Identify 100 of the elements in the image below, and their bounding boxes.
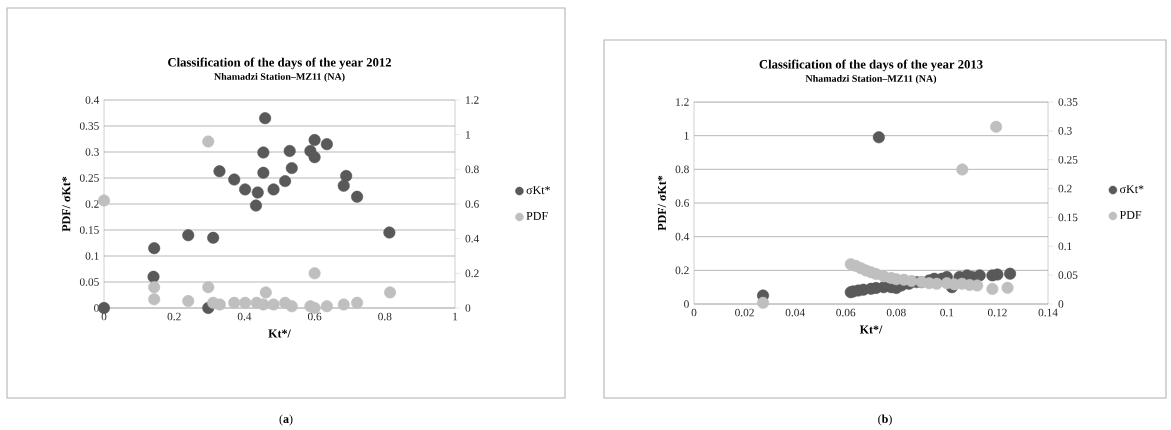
point xyxy=(283,144,296,157)
point xyxy=(320,300,333,313)
chart-title: Classification of the days of the year 2013 xyxy=(759,59,983,72)
chart-subtitle: Nhamadzi Station–MZ11 (NA) xyxy=(805,74,937,84)
point xyxy=(990,120,1003,133)
point xyxy=(1004,267,1017,280)
x-axis-title: Kt*/ xyxy=(859,325,883,334)
point xyxy=(98,194,111,207)
point xyxy=(285,162,298,175)
point xyxy=(202,281,215,294)
point xyxy=(239,183,252,196)
point xyxy=(308,151,321,164)
legend-label: σKt* xyxy=(526,186,551,195)
point xyxy=(308,134,321,147)
x-tick-label: 0.1 xyxy=(940,308,954,317)
point xyxy=(207,231,220,244)
y-tick-label: 1 xyxy=(684,131,689,140)
point xyxy=(986,282,999,295)
point xyxy=(308,267,321,280)
point xyxy=(148,242,161,255)
point xyxy=(257,146,270,159)
x-tick-label: 0.02 xyxy=(735,308,754,317)
point xyxy=(259,286,272,299)
y-tick-label: 0.3 xyxy=(85,148,99,156)
x-tick-label: 0.12 xyxy=(987,308,1007,317)
chart-title: Classification of the days of the year 2012 xyxy=(168,57,392,70)
y2-tick-label: 0.35 xyxy=(1058,98,1078,106)
point xyxy=(213,165,226,178)
y-axis-title: PDF/ σKt* xyxy=(657,175,666,231)
point xyxy=(340,169,353,182)
point xyxy=(148,281,161,294)
x-tick-label: 0 xyxy=(691,308,697,317)
point xyxy=(757,296,770,309)
point xyxy=(383,226,396,239)
y2-tick-label: 0.6 xyxy=(465,200,479,208)
y-tick-label: 0.35 xyxy=(79,122,99,130)
point xyxy=(182,295,195,308)
y-tick-label: 0.8 xyxy=(675,165,689,174)
y2-tick-label: 0.1 xyxy=(1058,242,1072,251)
text: (b) xyxy=(878,414,892,426)
x-tick-label: 0.6 xyxy=(307,312,322,321)
point xyxy=(384,286,397,299)
y2-tick-label: 0.4 xyxy=(465,234,480,243)
y-tick-label: 0.2 xyxy=(675,266,689,275)
x-tick-label: 0.14 xyxy=(1038,308,1058,317)
point xyxy=(337,179,350,192)
x-axis-title: Kt*/ xyxy=(268,329,291,338)
x-tick-label: 0.8 xyxy=(378,312,392,321)
x-tick-label: 0.06 xyxy=(836,308,856,317)
y-tick-label: 0.2 xyxy=(85,200,99,208)
y-axis-title: PDF/ σKt* xyxy=(62,176,71,232)
y2-tick-label: 0 xyxy=(1058,300,1064,308)
y-tick-label: 0.15 xyxy=(79,226,99,234)
point xyxy=(239,296,252,309)
x-tick-label: 0.4 xyxy=(237,312,252,321)
x-tick-label: 0.04 xyxy=(785,308,805,317)
point xyxy=(228,296,241,309)
y2-tick-label: 0.2 xyxy=(465,269,479,278)
y2-tick-label: 0.3 xyxy=(1058,127,1072,135)
y-tick-label: 1.2 xyxy=(676,98,689,106)
point xyxy=(351,296,364,309)
point xyxy=(259,112,272,125)
point xyxy=(351,190,364,203)
y2-tick-label: 0.8 xyxy=(465,165,479,174)
point xyxy=(251,186,264,199)
text: (a) xyxy=(279,414,293,426)
point xyxy=(249,199,262,212)
y-tick-label: 0.4 xyxy=(675,232,690,241)
y2-tick-label: 0.25 xyxy=(1058,155,1078,164)
point xyxy=(257,166,270,179)
y-tick-label: 0.1 xyxy=(85,252,99,260)
legend-label: PDF xyxy=(1119,211,1142,219)
y-tick-label: 0.25 xyxy=(79,174,99,182)
point xyxy=(1001,281,1014,294)
y-tick-label: 0.6 xyxy=(675,199,689,207)
point xyxy=(202,135,215,148)
chart-subtitle: Nhamadzi Station–MZ11 (NA) xyxy=(214,72,345,82)
y-tick-label: 0 xyxy=(684,300,689,308)
legend-label: σKt* xyxy=(1120,185,1144,194)
point xyxy=(267,183,280,196)
x-tick-label: 0 xyxy=(101,312,107,321)
point xyxy=(320,138,333,151)
point xyxy=(228,173,241,186)
point xyxy=(337,298,350,311)
point xyxy=(182,229,195,242)
x-tick-label: 1 xyxy=(453,312,458,321)
y-tick-label: 0.05 xyxy=(79,278,99,286)
y2-tick-label: 1 xyxy=(466,130,471,139)
point xyxy=(267,298,280,311)
point xyxy=(147,270,160,283)
point xyxy=(285,300,298,313)
x-tick-label: 0.2 xyxy=(167,312,181,321)
point xyxy=(279,175,292,188)
y2-tick-label: 0.2 xyxy=(1058,184,1072,193)
legend-label: PDF xyxy=(526,212,548,220)
x-tick-label: 0.08 xyxy=(886,308,906,317)
point xyxy=(148,293,161,306)
point xyxy=(872,131,885,144)
y-tick-label: 0.4 xyxy=(85,96,100,104)
y2-tick-label: 0.15 xyxy=(1058,213,1078,222)
